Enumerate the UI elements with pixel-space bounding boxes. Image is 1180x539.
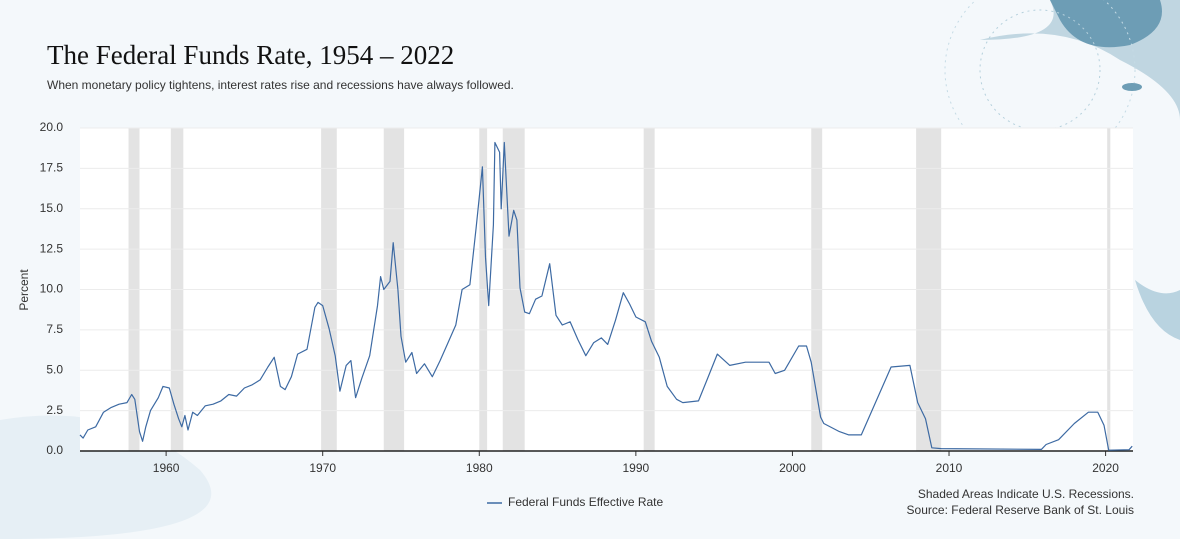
x-tick-label: 1960: [153, 461, 180, 475]
y-tick-label: 15.0: [40, 201, 64, 215]
x-tick-label: 2000: [779, 461, 806, 475]
y-tick-label: 12.5: [40, 241, 64, 255]
y-tick-label: 5.0: [46, 362, 63, 376]
chart-subtitle: When monetary policy tightens, interest …: [47, 78, 514, 92]
y-tick-label: 20.0: [40, 120, 64, 134]
x-tick-label: 1990: [623, 461, 650, 475]
line: [79, 141, 1133, 451]
x-tick-label: 1980: [466, 461, 493, 475]
x-tick-label: 2020: [1092, 461, 1119, 475]
note: Shaded Areas Indicate U.S. Recessions.: [918, 487, 1134, 501]
x-tick-label: 1970: [309, 461, 336, 475]
y-tick-label: 10.0: [40, 282, 64, 296]
chart-title: The Federal Funds Rate, 1954 – 2022: [47, 40, 454, 70]
x-tick-label: 2010: [936, 461, 963, 475]
legend-label: Federal Funds Effective Rate: [508, 495, 664, 509]
y-tick-label: 17.5: [40, 161, 64, 175]
y-tick-label: 7.5: [46, 322, 63, 336]
y-axis-label: Percent: [17, 269, 31, 311]
note: Source: Federal Reserve Bank of St. Loui…: [907, 503, 1134, 517]
y-tick-label: 2.5: [46, 403, 63, 417]
y-tick-label: 0.0: [46, 443, 63, 457]
